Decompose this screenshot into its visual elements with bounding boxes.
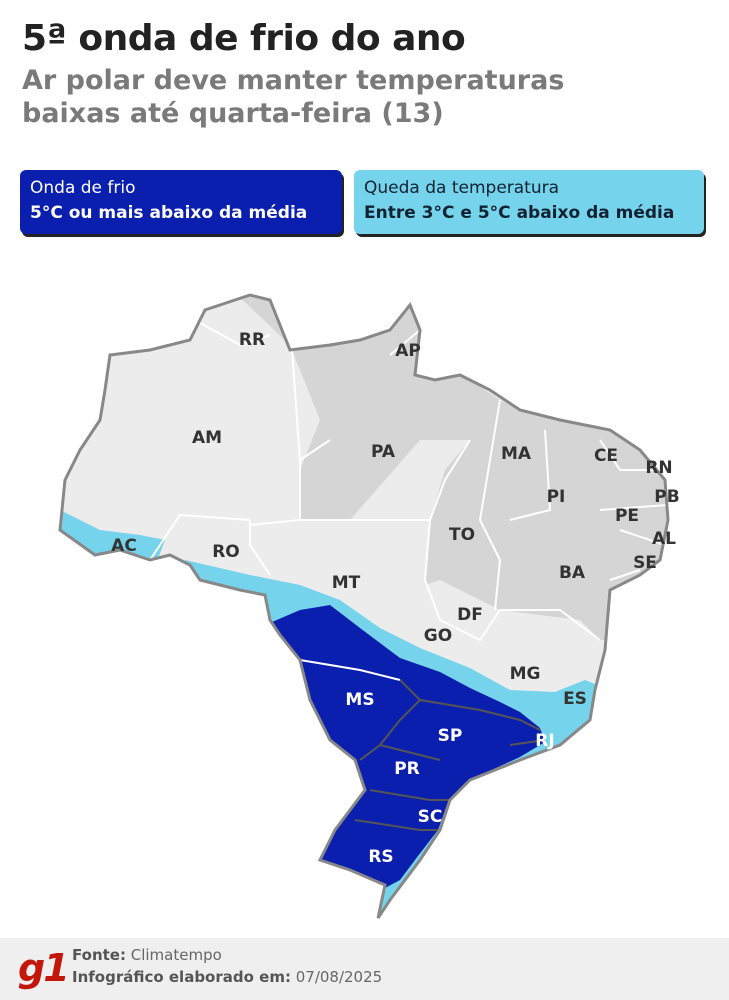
- legend-item: Queda da temperatura Entre 3°C e 5°C aba…: [354, 170, 704, 234]
- state-label: MA: [501, 444, 532, 464]
- source-line: Fonte: Climatempo: [72, 946, 222, 964]
- state-label: GO: [424, 626, 452, 646]
- state-label: AM: [192, 428, 222, 448]
- map-regions: [60, 295, 668, 918]
- state-label: PE: [615, 506, 639, 526]
- state-label: PA: [371, 442, 396, 462]
- state-label: SP: [438, 726, 463, 746]
- state-label: DF: [457, 605, 483, 625]
- state-label: AL: [652, 529, 676, 549]
- state-label: BA: [559, 563, 586, 583]
- state-label: MG: [510, 664, 541, 684]
- footer: g1 Fonte: Climatempo Infográfico elabora…: [0, 938, 729, 1000]
- date-label: Infográfico elaborado em:: [72, 968, 291, 986]
- legend-description: Entre 3°C e 5°C abaixo da média: [364, 203, 675, 223]
- state-label: MS: [345, 690, 374, 710]
- state-label: CE: [594, 446, 618, 466]
- state-label: RN: [645, 458, 672, 478]
- state-label: PI: [547, 487, 566, 507]
- date-line: Infográfico elaborado em: 07/08/2025: [72, 968, 382, 986]
- title: 5ª onda de frio do ano: [22, 18, 466, 59]
- state-label: MT: [332, 573, 361, 593]
- map: RR AP AM PA MA CE RN PB PI PE AL SE TO A…: [58, 293, 680, 920]
- state-borders: [149, 319, 668, 681]
- state-label: TO: [449, 525, 475, 545]
- date: 07/08/2025: [295, 968, 383, 986]
- subtitle: Ar polar deve manter temperaturas baixas…: [22, 65, 565, 129]
- state-label: RJ: [535, 731, 554, 751]
- state-label: PB: [654, 487, 679, 507]
- legend-item: Onda de frio 5°C ou mais abaixo da média: [20, 170, 342, 234]
- state-label: SE: [633, 553, 657, 573]
- state-label: RR: [239, 330, 265, 350]
- source-label: Fonte:: [72, 946, 126, 964]
- logo: g1: [18, 946, 70, 990]
- state-label: AC: [111, 536, 137, 556]
- legend-label: Queda da temperatura: [364, 178, 560, 198]
- state-borders-south: [354, 679, 546, 831]
- state-label: RO: [212, 542, 240, 562]
- region-gray: [190, 295, 668, 640]
- state-label: SC: [418, 807, 443, 827]
- legend-label: Onda de frio: [30, 178, 136, 198]
- state-label: AP: [395, 341, 421, 361]
- state-label: PR: [394, 759, 420, 779]
- state-label: ES: [563, 689, 587, 709]
- source: Climatempo: [130, 946, 222, 964]
- state-label: RS: [368, 847, 393, 867]
- legend-description: 5°C ou mais abaixo da média: [30, 203, 308, 223]
